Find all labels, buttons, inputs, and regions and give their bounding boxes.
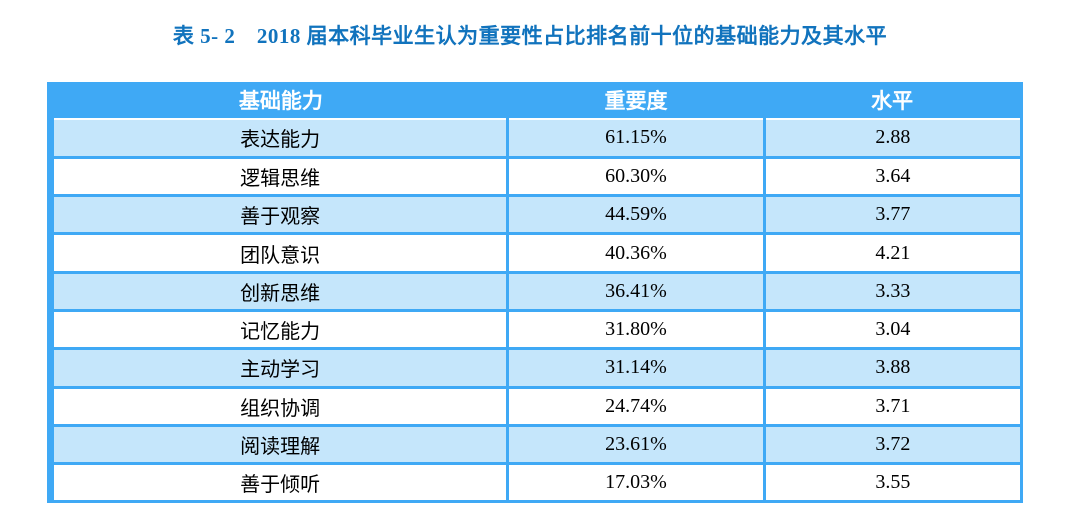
table-cell-level: 3.04 [762, 308, 1022, 349]
table-cell-importance: 31.80% [506, 308, 765, 349]
column-header-level: 水平 [764, 82, 1022, 119]
table-cell-ability: 善于观察 [50, 194, 508, 234]
table-row: 表达能力 61.15% 2.88 [50, 117, 1022, 158]
table-row: 团队意识 40.36% 4.21 [50, 232, 1022, 273]
table-cell-importance: 17.03% [506, 462, 765, 502]
table-row: 记忆能力 31.80% 3.04 [50, 308, 1022, 349]
column-header-importance: 重要度 [507, 82, 765, 119]
table-row: 主动学习 31.14% 3.88 [50, 347, 1022, 388]
abilities-table: 基础能力 重要度 水平 表达能力 61.15% 2.88 逻辑思维 60.30% 3.64… [47, 82, 1023, 504]
table-row: 组织协调 24.74% 3.71 [50, 385, 1022, 426]
table-row: 阅读理解 23.61% 3.72 [50, 423, 1022, 464]
table-cell-importance: 44.59% [506, 194, 765, 234]
table-cell-ability: 表达能力 [50, 117, 508, 158]
table-cell-ability: 创新思维 [50, 270, 508, 311]
table-cell-level: 3.71 [762, 385, 1022, 426]
table-header: 基础能力 重要度 水平 [50, 82, 1022, 119]
table-cell-level: 3.77 [762, 194, 1022, 234]
table-caption: 表 5- 2 2018 届本科毕业生认为重要性占比排名前十位的基础能力及其水平 [172, 24, 888, 48]
table-cell-level: 2.88 [762, 117, 1022, 158]
table-cell-importance: 31.14% [506, 347, 765, 388]
table-cell-importance: 24.74% [506, 385, 765, 426]
table-header-row: 基础能力 重要度 水平 [50, 82, 1022, 119]
table-row: 善于倾听 17.03% 3.55 [50, 462, 1022, 502]
table-cell-level: 3.55 [762, 462, 1022, 502]
table-cell-level: 3.88 [762, 347, 1022, 388]
table-cell-level: 4.21 [762, 232, 1022, 273]
table-cell-importance: 40.36% [506, 232, 765, 273]
table-cell-ability: 主动学习 [50, 347, 508, 388]
table-row: 创新思维 36.41% 3.33 [50, 270, 1022, 311]
table-cell-level: 3.64 [762, 155, 1022, 196]
table-cell-ability: 逻辑思维 [50, 155, 508, 196]
table-cell-importance: 61.15% [506, 117, 765, 158]
table-row: 善于观察 44.59% 3.77 [50, 194, 1022, 234]
table-cell-importance: 36.41% [506, 270, 765, 311]
table-cell-ability: 记忆能力 [50, 308, 508, 349]
table-body: 表达能力 61.15% 2.88 逻辑思维 60.30% 3.64 善于观察 44.59% 3.… [50, 117, 1022, 502]
table-cell-ability: 团队意识 [50, 232, 508, 273]
table-cell-ability: 善于倾听 [50, 462, 508, 502]
column-header-ability: 基础能力 [50, 82, 508, 119]
table-cell-level: 3.33 [762, 270, 1022, 311]
table-cell-level: 3.72 [762, 423, 1022, 464]
table-cell-importance: 60.30% [506, 155, 765, 196]
table-cell-importance: 23.61% [506, 423, 765, 464]
table-cell-ability: 阅读理解 [50, 423, 508, 464]
table-cell-ability: 组织协调 [50, 385, 508, 426]
table-row: 逻辑思维 60.30% 3.64 [50, 155, 1022, 196]
